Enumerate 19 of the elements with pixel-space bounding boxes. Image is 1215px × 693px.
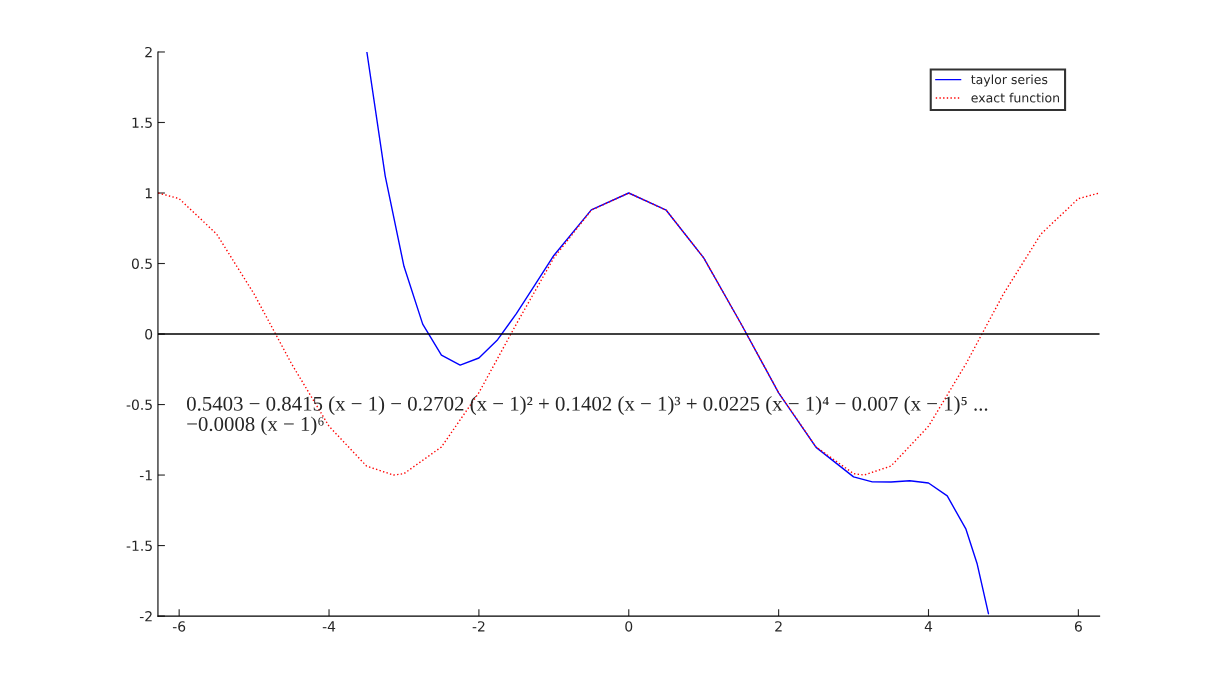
y-tick-label: 1.5 <box>132 117 152 128</box>
x-tick-label: 4 <box>924 621 933 632</box>
x-tick-label: 0 <box>625 621 633 632</box>
y-tick-label: -2 <box>139 611 152 622</box>
y-tick-label: -1 <box>139 470 152 481</box>
y-tick-label: -0.5 <box>126 399 152 411</box>
legend-label: exact function <box>971 92 1060 103</box>
x-tick-label: 6 <box>1074 621 1082 632</box>
x-tick-label: 2 <box>775 621 782 632</box>
y-tick-label: 2 <box>145 46 152 58</box>
legend-label: taylor series <box>971 74 1048 87</box>
y-tick-label: 0.5 <box>131 258 152 269</box>
x-tick-label: -6 <box>172 621 186 632</box>
y-tick-label: 0 <box>145 328 153 340</box>
y-tick-label: 1 <box>145 188 152 199</box>
annotation: 0.5403 − 0.8415 (x − 1) − 0.2702 (x − 1)² + 0.1402 (x − 1)³ + 0.0225 (x − 1)⁴ − 0.007 (x − 1)⁵ ... −0.0008 (x − 1)⁶ <box>186 396 988 436</box>
y-tick-label: -1.5 <box>126 540 152 552</box>
x-tick-label: -2 <box>472 621 485 632</box>
x-tick-label: -4 <box>322 621 336 632</box>
